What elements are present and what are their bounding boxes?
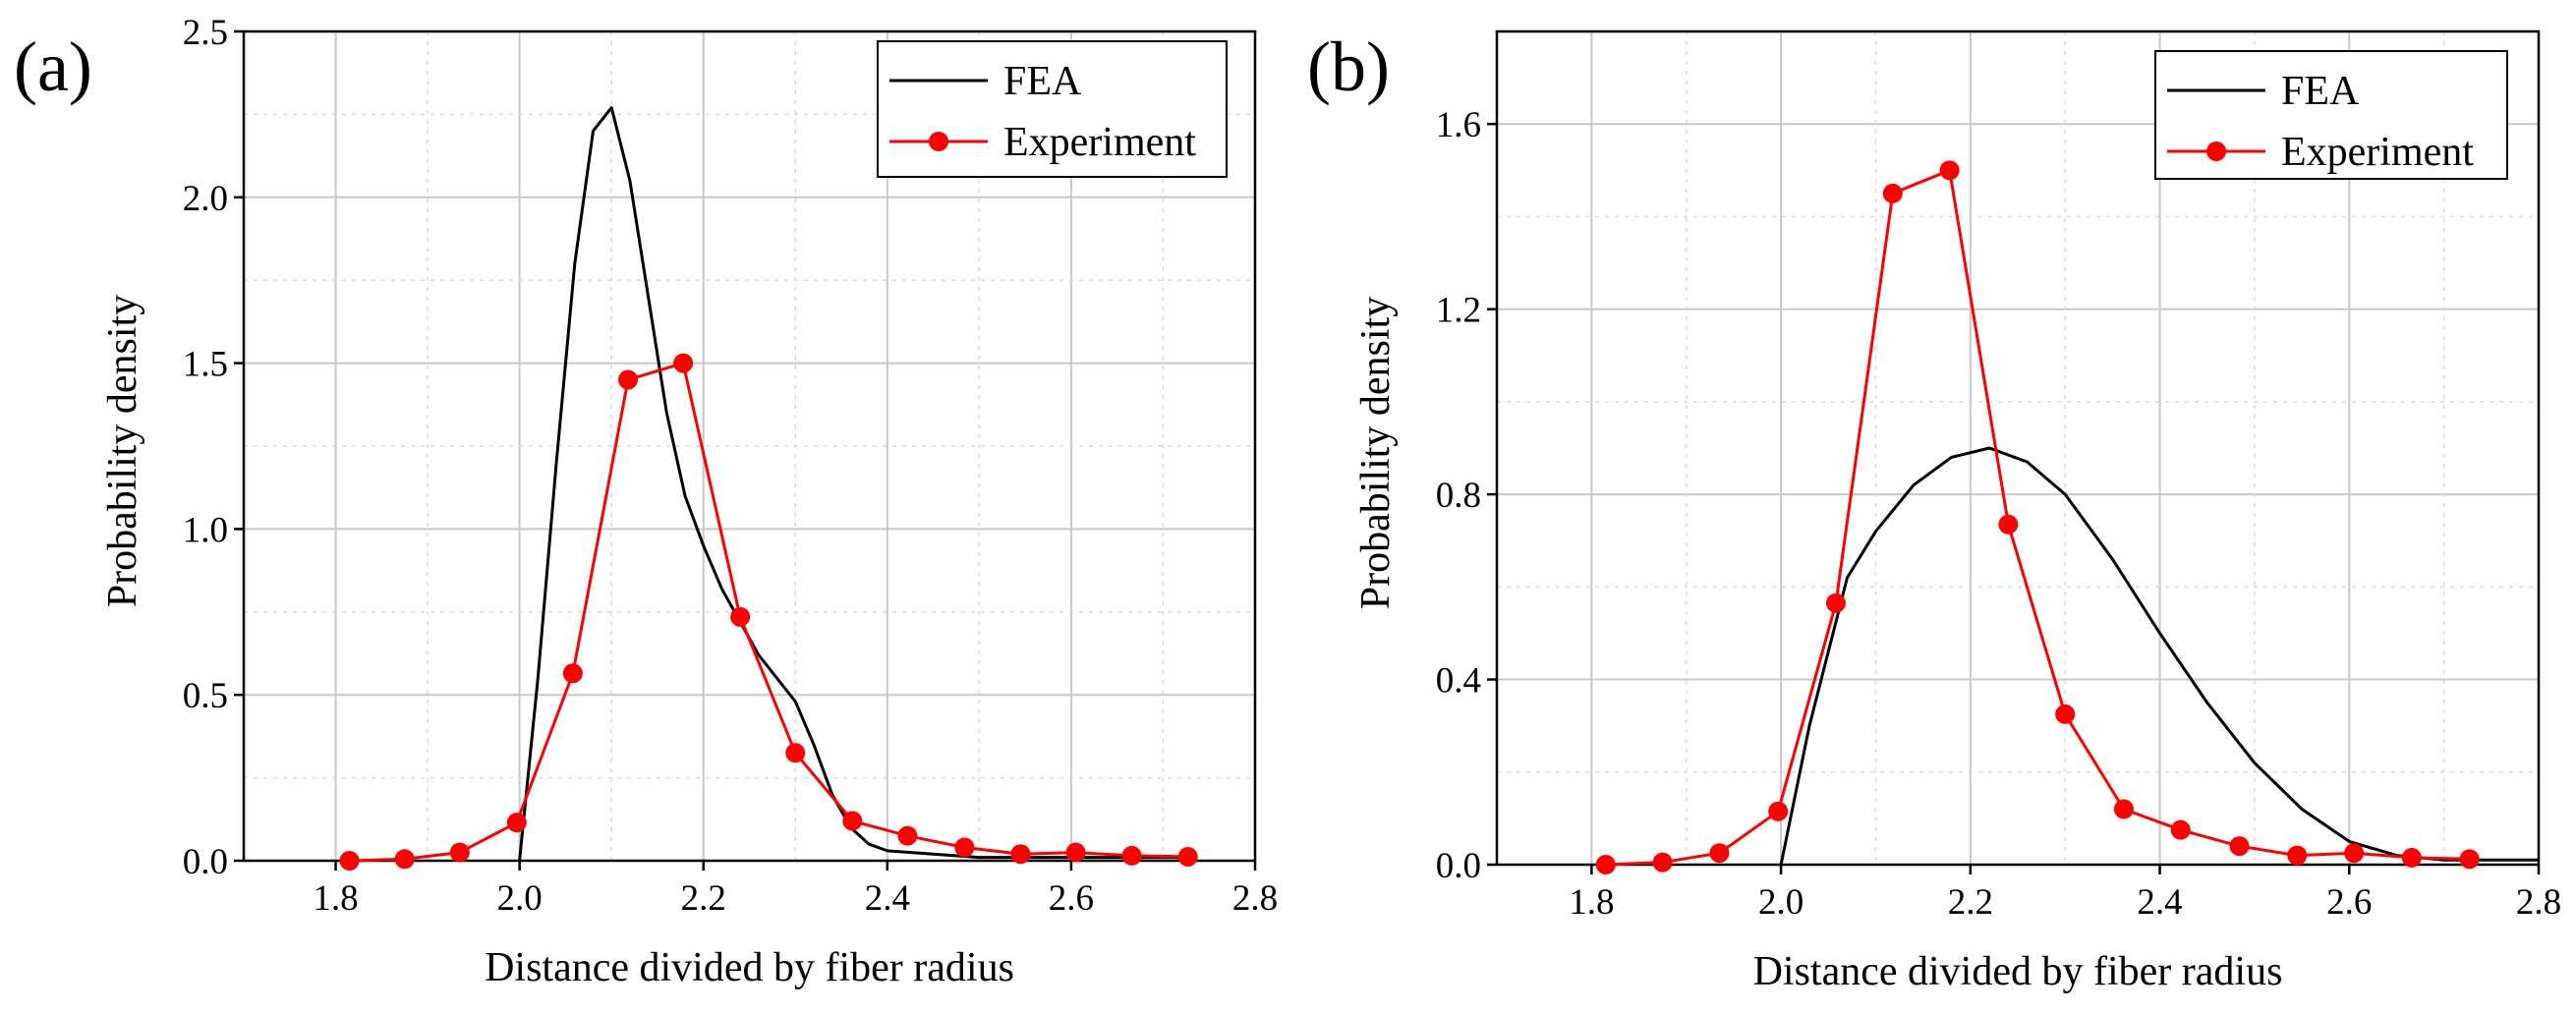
experiment-point [785,743,806,763]
panel-label: (a) [14,28,92,106]
x-tick-label: 2.8 [2516,882,2561,923]
y-tick-label: 0.5 [183,676,228,716]
experiment-point [1177,846,1198,867]
experiment-point [673,353,694,373]
legend-box [877,40,1228,178]
experiment-point [1121,845,1142,866]
experiment-point [449,842,470,863]
legend-label: FEA [1003,59,1082,104]
x-tick-label: 2.0 [1758,882,1803,923]
x-tick-label: 2.8 [1232,878,1278,919]
panel-label: (b) [1307,28,1390,106]
y-axis-title: Probability density [100,295,145,608]
legend-label: Experiment [2281,130,2474,175]
experiment-point [1882,183,1903,203]
experiment-point [2287,845,2308,866]
experiment-point [562,663,583,684]
y-tick-label: 0.0 [1436,846,1481,886]
experiment-point [2229,836,2250,857]
plot-frame [1495,29,2541,867]
y-axis-title: Probability density [1353,297,1399,610]
experiment-point [1595,855,1616,874]
y-tick-label: 2.0 [183,179,228,219]
experiment-point [842,811,863,831]
x-tick-label: 2.2 [1948,882,1993,923]
y-tick-label: 0.4 [1436,661,1481,702]
x-tick-label: 2.4 [865,878,910,919]
experiment-point [2344,843,2365,864]
experiment-point [1010,844,1031,865]
experiment-point [394,849,415,870]
experiment-point [2113,799,2134,819]
chart-panel-a: 1.8 2.0 2.2 2.4 2.6 2.8 0.0 0.5 1.0 1.5 2.0 2.5 Dist… [14,13,1278,990]
x-tick-label: 1.8 [313,878,358,919]
experiment-point [2055,704,2076,724]
legend-label: FEA [2281,69,2360,114]
y-tick-label: 0.8 [1436,476,1481,516]
experiment-point [897,825,918,846]
plot-frame [242,29,1257,863]
x-tick-label: 2.4 [2137,882,2182,923]
y-tick-label: 2.5 [183,13,228,53]
y-tick-label: 1.2 [1436,291,1481,331]
experiment-point [2170,819,2191,840]
experiment-line [1605,168,2470,867]
y-tick-label: 1.0 [183,510,228,550]
x-tick-label: 2.6 [1049,878,1094,919]
experiment-point [2401,847,2422,868]
experiment-point [954,837,975,858]
experiment-point [1998,514,2019,535]
experiment-point [339,851,360,871]
chart-panel-b: 1.8 2.0 2.2 2.4 2.6 2.8 0.0 0.4 0.8 1.2 1.6 Distanc… [1307,28,2561,994]
experiment-point [1939,160,1960,181]
x-tick-label: 2.2 [681,878,726,919]
x-tick-label: 2.6 [2326,882,2372,923]
x-axis-title: Distance divided by fiber radius [1753,949,2283,994]
legend-swatch-marker [2206,141,2226,161]
experiment-point [1065,842,1086,863]
experiment-point [1825,592,1846,613]
y-tick-label: 1.5 [183,345,228,385]
experiment-point [730,606,751,627]
legend-swatch-marker [929,132,948,151]
y-tick-label: 1.6 [1436,105,1481,145]
experiment-point [2459,849,2480,870]
x-tick-label: 2.0 [497,878,543,919]
legend-label: Experiment [1003,120,1196,165]
experiment-line [349,362,1188,863]
x-tick-label: 1.8 [1569,882,1614,923]
fea-curve [518,106,1191,862]
experiment-point [506,813,527,833]
experiment-point [618,369,639,390]
experiment-point [1709,843,1730,864]
experiment-point [1652,852,1673,873]
experiment-point [1768,801,1789,821]
y-tick-label: 0.0 [183,842,228,882]
x-axis-title: Distance divided by fiber radius [485,945,1014,990]
